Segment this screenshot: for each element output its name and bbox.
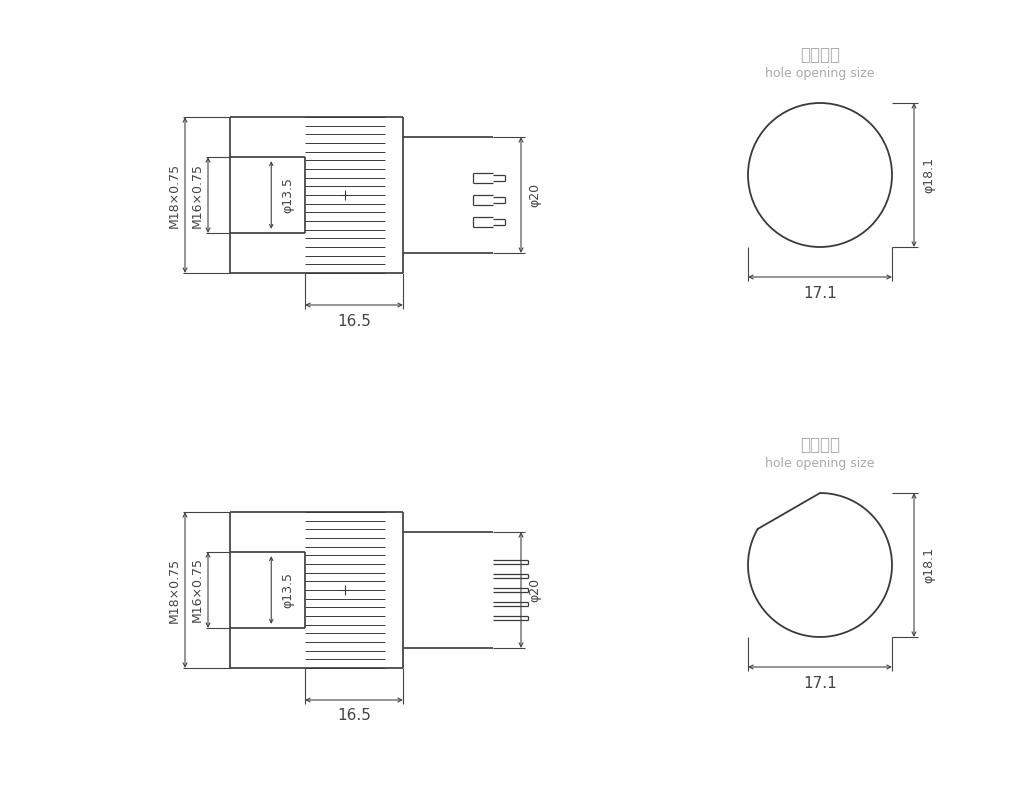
Text: φ20: φ20 [528,183,542,207]
Text: φ18.1: φ18.1 [923,157,936,193]
Text: 开孔尺寸: 开孔尺寸 [800,46,840,64]
Text: 16.5: 16.5 [337,709,371,724]
Text: 16.5: 16.5 [337,313,371,328]
Text: 17.1: 17.1 [803,675,837,690]
Text: 开孔尺寸: 开孔尺寸 [800,436,840,454]
Text: φ18.1: φ18.1 [923,547,936,583]
Text: φ13.5: φ13.5 [282,177,295,213]
Text: φ20: φ20 [528,578,542,602]
Text: M18×0.75: M18×0.75 [168,163,180,227]
Text: M16×0.75: M16×0.75 [190,163,204,227]
Text: hole opening size: hole opening size [765,66,874,80]
Text: M18×0.75: M18×0.75 [168,558,180,623]
Text: 17.1: 17.1 [803,286,837,301]
Text: hole opening size: hole opening size [765,457,874,469]
Text: M16×0.75: M16×0.75 [190,558,204,623]
Text: φ13.5: φ13.5 [282,572,295,608]
